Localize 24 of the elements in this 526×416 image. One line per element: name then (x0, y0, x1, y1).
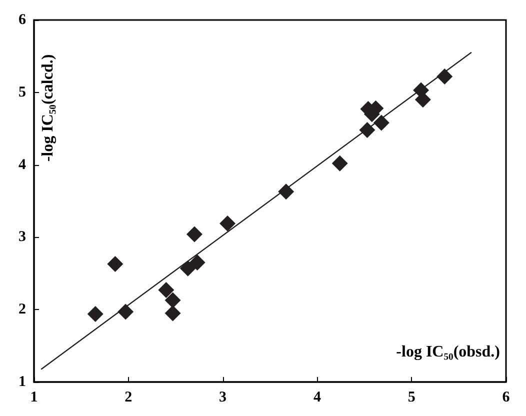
y-tick-label: 2 (18, 302, 26, 318)
point (158, 282, 174, 298)
x-tick-label: 5 (408, 390, 416, 406)
point (107, 256, 124, 272)
y-tick-label: 5 (18, 84, 26, 100)
y-tick-label: 3 (18, 229, 26, 246)
point (87, 306, 104, 322)
x-tick-label: 2 (124, 390, 132, 406)
y-tick-label: 4 (18, 156, 26, 173)
point (164, 292, 181, 308)
point (180, 260, 196, 276)
point (332, 155, 348, 172)
point (186, 226, 202, 242)
x-tick-label: 4 (313, 390, 322, 406)
x-tick-label: 3 (219, 390, 227, 406)
x-tick-label: 6 (502, 390, 510, 406)
y-tick-label: 1 (18, 374, 26, 390)
point (189, 254, 206, 271)
point (164, 305, 181, 322)
x-tick-label: 1 (30, 390, 38, 406)
point (220, 215, 236, 232)
x-axis-title: -log IC₅₀(obsd.) (396, 344, 500, 360)
y-tick-label: 6 (18, 12, 26, 28)
y-axis-title: -log IC₅₀(calcd.) (40, 54, 56, 162)
